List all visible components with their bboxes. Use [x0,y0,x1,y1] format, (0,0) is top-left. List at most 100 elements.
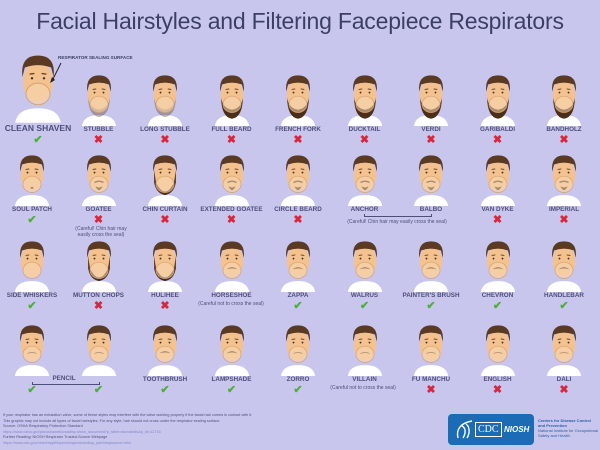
face-illustration [81,155,116,206]
cdc-text: CDC [475,422,502,437]
hairstyle-item: CHIN CURTAIN ✖ [132,150,198,226]
clean-shaven-text: CLEAN SHAVEN [4,123,72,133]
hairstyle-label: STUBBLE [83,126,114,133]
hairstyle-item: SIDE WHISKERS ✔ [0,236,65,312]
face-illustration [480,75,515,126]
hairstyle-item: BANDHOLZ ✖ [531,70,597,146]
hairstyle-item: FULL BEARD ✖ [199,70,265,146]
goatee-note-1: (Careful! Chin hair may [75,226,127,232]
check-icon: ✔ [27,214,37,226]
face-illustration [214,75,249,126]
check-icon: ✔ [226,384,237,396]
hairstyle-label: VAN DYKE [481,206,514,213]
face-illustration [546,155,582,206]
hairstyle-item: TOOTHBRUSH ✔ [132,320,198,396]
face-illustration [81,241,116,292]
cross-icon: ✖ [160,300,170,312]
check-icon: ✔ [27,300,37,312]
cross-icon: ✖ [160,214,170,226]
org-line: and Prevention [538,423,567,428]
hairstyle-label: GARIBALDI [480,126,515,133]
face-illustration [81,75,116,126]
hairstyle-label: SOUL PATCH [12,206,52,213]
face-illustration [546,325,582,376]
cross-icon: ✖ [226,134,237,146]
face-illustration [14,241,50,292]
face-illustration [347,155,382,206]
pencil-label: PENCIL [52,375,76,382]
hairstyle-label: DALI [556,376,572,383]
hairstyle-label: ZORRO [286,376,310,383]
footer-source: Source: OSHA Respiratory Protection Stan… [3,424,83,428]
goatee-note-2: easily cross the seal) [77,232,125,238]
check-icon: ✔ [93,384,104,396]
niosh-text: NIOSH [504,425,530,434]
cdc-org-text: Centers for Disease Control and Preventi… [538,418,600,438]
hairstyle-label: ANCHOR [350,206,379,213]
hairstyle-label: CHIN CURTAIN [142,206,188,213]
hairstyle-label: GOATEE [85,206,112,213]
hairstyle-item: GOATEE ✖ [66,150,132,226]
face-illustration [480,155,515,206]
hairstyle-item: HULIHEE ✖ [132,236,198,312]
anchor-balbo-note: (Careful! Chin hair may easily cross the… [347,219,447,225]
hairstyle-item: ANCHOR [332,150,398,214]
hairstyle-label: EXTENDED GOATEE [200,206,263,213]
hairstyle-label: BANDHOLZ [546,126,582,133]
hairstyle-item: WALRUS ✔ [332,236,398,312]
face-illustration [413,155,449,206]
face-illustration [413,241,449,292]
cross-icon: ✖ [426,384,436,396]
hairstyle-item: VILLAIN [332,320,398,384]
hairstyle-label: SIDE WHISKERS [6,292,58,299]
cross-icon: ✖ [492,214,503,226]
face-illustration [214,325,249,376]
hairstyle-item: ZORRO ✔ [265,320,331,396]
hairstyle-item: ZAPPA ✔ [265,236,331,312]
further-link[interactable]: https://www.cdc.gov/niosh/npptl/topics/r… [3,440,131,445]
face-illustration [15,55,61,123]
footer: If your respirator has an exhalation val… [3,413,383,446]
hairstyle-label: HORSESHOE [211,292,252,299]
cross-icon: ✖ [160,134,170,146]
face-illustration [81,325,116,376]
face-illustration [546,75,582,126]
hairstyle-label: VERDI [421,126,441,133]
hairstyle-item: DUCKTAIL ✖ [332,70,398,146]
check-icon: ✔ [426,300,436,312]
cross-icon: ✖ [359,134,370,146]
hairstyle-label: MUTTON CHOPS [73,292,124,299]
cross-icon: ✖ [559,134,569,146]
hairstyle-label: HANDLEBAR [544,292,584,299]
clean-shaven-label: CLEAN SHAVEN ✔ [2,123,74,146]
face-illustration [147,155,183,206]
page-title: Facial Hairstyles and Filtering Facepiec… [36,8,564,34]
cdc-niosh-logo: CDC NIOSH [448,414,534,445]
check-icon: ✔ [160,384,170,396]
hairstyle-item: VERDI ✖ [398,70,464,146]
hairstyle-label: FRENCH FORK [275,126,321,133]
hairstyle-item: CIRCLE BEARD ✖ [265,150,331,226]
face-illustration [546,241,582,292]
face-illustration [347,241,382,292]
hairstyle-label: BALBO [419,206,443,213]
face-illustration [347,325,382,376]
hairstyle-label: LONG STUBBLE [140,126,190,133]
check-icon: ✔ [33,134,43,146]
hairstyle-item: MUTTON CHOPS ✖ [66,236,132,312]
hairstyle-item: HORSESHOE [199,236,265,300]
cross-icon: ✖ [293,214,303,226]
hairstyle-item: BALBO [398,150,464,214]
check-icon: ✔ [293,300,303,312]
hairstyle-label: CHEVRON [481,292,514,299]
hairstyle-item: CHEVRON ✔ [465,236,531,312]
check-icon: ✔ [293,384,303,396]
hairstyle-item: FRENCH FORK ✖ [265,70,331,146]
source-link[interactable]: https://www.osha.gov/pls/oshaweb/owadisp… [3,429,161,434]
horseshoe-note: (Careful not to cross the seal) [198,301,264,307]
org-line: National Institute for Occupational [538,428,599,433]
hairstyle-item: PAINTER'S BRUSH ✔ [398,236,464,312]
hairstyle-item: HANDLEBAR ✔ [531,236,597,312]
cross-icon: ✖ [492,384,503,396]
hairstyle-item: LAMPSHADE ✔ [199,320,265,396]
